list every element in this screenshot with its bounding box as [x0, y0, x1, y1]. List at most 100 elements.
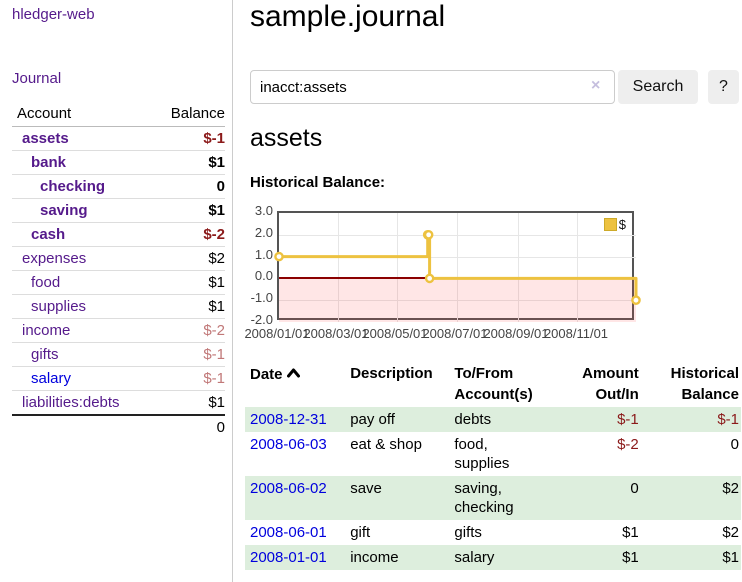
account-row-bank: bank $1 — [12, 150, 225, 175]
accounts-header-account: Account — [12, 102, 150, 127]
account-link-saving[interactable]: saving — [40, 202, 88, 219]
account-balance: $1 — [149, 270, 225, 295]
account-row-gifts: gifts $-1 — [12, 342, 225, 367]
y-tick: -1.0 — [250, 290, 273, 305]
account-row-supplies: supplies $1 — [12, 294, 225, 319]
account-link-food[interactable]: food — [31, 274, 61, 291]
y-tick: 3.0 — [254, 203, 273, 218]
transaction-description: gift — [350, 524, 371, 541]
gridline — [338, 213, 339, 322]
account-balance: $1 — [149, 150, 225, 175]
account-row-income: income $-2 — [12, 318, 225, 343]
transaction-row: 2008-06-02 save saving, checking 0 $2 — [245, 476, 741, 520]
transactions-header-row: Date Description To/From Account(s) Amou… — [245, 361, 741, 407]
account-balance: $1 — [149, 294, 225, 319]
account-balance: $2 — [149, 246, 225, 271]
account-link-cash[interactable]: cash — [31, 226, 66, 243]
help-button[interactable]: ? — [708, 70, 739, 104]
transaction-description: eat & shop — [350, 436, 422, 453]
account-row-liabilities-debts: liabilities:debts $1 — [12, 390, 225, 415]
balance-series-line — [274, 229, 641, 305]
search-input[interactable] — [250, 70, 615, 104]
gridline — [577, 213, 578, 322]
sidebar-item-journal[interactable]: Journal — [12, 70, 62, 87]
account-link-expenses[interactable]: expenses — [22, 250, 87, 267]
account-row-food: food $1 — [12, 270, 225, 295]
sidebar: hledger-web Journal Account Balance asse… — [0, 0, 233, 582]
x-tick: 2008/01/01 — [244, 326, 310, 341]
transaction-date-link[interactable]: 2008-06-03 — [250, 436, 327, 453]
transaction-row: 2008-01-01 income salary $1 $1 — [245, 545, 741, 570]
y-tick: 2.0 — [254, 225, 273, 240]
accounts-total-value: 0 — [149, 414, 225, 439]
negative-region-shading — [279, 278, 636, 322]
transaction-accounts: debts — [454, 411, 492, 428]
transaction-date-link[interactable]: 2008-06-02 — [250, 480, 327, 497]
transaction-amount: $-2 — [617, 436, 639, 453]
transaction-amount: $-1 — [617, 411, 639, 428]
clear-search-icon[interactable]: × — [591, 77, 601, 94]
header-date[interactable]: Date — [245, 361, 345, 407]
accounts-table: Account Balance assets $-1 bank $1 check… — [12, 102, 225, 439]
account-link-checking[interactable]: checking — [40, 178, 106, 195]
x-tick: 2008/05/01 — [362, 326, 428, 341]
y-tick: 0.0 — [254, 268, 273, 283]
transaction-accounts: gifts — [454, 524, 482, 541]
account-balance: $-1 — [149, 366, 225, 391]
header-description: Description — [350, 365, 433, 382]
x-tick: 2008/11/01 — [543, 326, 609, 341]
y-tick: 1.0 — [254, 247, 273, 262]
transaction-description: income — [350, 549, 399, 566]
transactions-table: Date Description To/From Account(s) Amou… — [245, 361, 741, 570]
search-button[interactable]: Search — [618, 70, 698, 104]
account-link-income[interactable]: income — [22, 322, 71, 339]
account-balance: $1 — [149, 390, 225, 415]
header-amount-outin: Amount Out/In — [582, 365, 639, 403]
transaction-balance: 0 — [730, 436, 739, 453]
transaction-amount: $1 — [622, 524, 639, 541]
chart-title: Historical Balance: — [250, 174, 386, 191]
account-row-salary: salary $-1 — [12, 366, 225, 391]
account-row-cash: cash $-2 — [12, 222, 225, 247]
historical-balance-chart: 3.0 2.0 1.0 0.0 -1.0 -2.0 $ — [244, 198, 742, 343]
account-link-assets[interactable]: assets — [22, 130, 69, 147]
main-content: sample.journal × Search ? assets Histori… — [244, 0, 742, 582]
header-tofrom-accounts: To/From Account(s) — [454, 365, 533, 403]
transaction-balance: $1 — [722, 549, 739, 566]
gridline — [457, 213, 458, 322]
account-link-bank[interactable]: bank — [31, 154, 67, 171]
account-link-gifts[interactable]: gifts — [31, 346, 59, 363]
transaction-row: 2008-06-03 eat & shop food, supplies $-2… — [245, 432, 741, 476]
transaction-date-link[interactable]: 2008-01-01 — [250, 549, 327, 566]
x-tick: 2008/09/01 — [483, 326, 549, 341]
account-heading: assets — [250, 124, 323, 152]
legend-label: $ — [618, 217, 626, 232]
account-balance: $-1 — [149, 342, 225, 367]
search-form: × Search ? — [250, 70, 742, 104]
account-row-saving: saving $1 — [12, 198, 225, 223]
transaction-date-link[interactable]: 2008-06-01 — [250, 524, 327, 541]
x-tick: 2008/03/01 — [303, 326, 369, 341]
account-link-supplies[interactable]: supplies — [31, 298, 87, 315]
account-row-expenses: expenses $2 — [12, 246, 225, 271]
account-row-assets: assets $-1 — [12, 127, 225, 151]
transaction-accounts: salary — [454, 549, 495, 566]
transaction-accounts: saving, checking — [454, 480, 514, 516]
transaction-row: 2008-12-31 pay off debts $-1 $-1 — [245, 407, 741, 432]
account-link-liabilities-debts[interactable]: liabilities:debts — [22, 394, 120, 411]
accounts-table-header: Account Balance — [12, 102, 225, 127]
transaction-balance: $2 — [722, 524, 739, 541]
gridline — [518, 213, 519, 322]
sort-ascending-icon — [286, 363, 300, 384]
header-historical-balance: Historical Balance — [670, 365, 739, 403]
account-balance: $1 — [149, 198, 225, 223]
transaction-balance: $2 — [722, 480, 739, 497]
accounts-total-row: 0 — [12, 414, 225, 439]
account-link-salary[interactable]: salary — [31, 370, 72, 387]
chart-legend: $ — [603, 217, 626, 232]
account-balance: $-2 — [149, 222, 225, 247]
transaction-date-link[interactable]: 2008-12-31 — [250, 411, 327, 428]
app-title-link[interactable]: hledger-web — [12, 6, 95, 23]
transaction-description: pay off — [350, 411, 395, 428]
